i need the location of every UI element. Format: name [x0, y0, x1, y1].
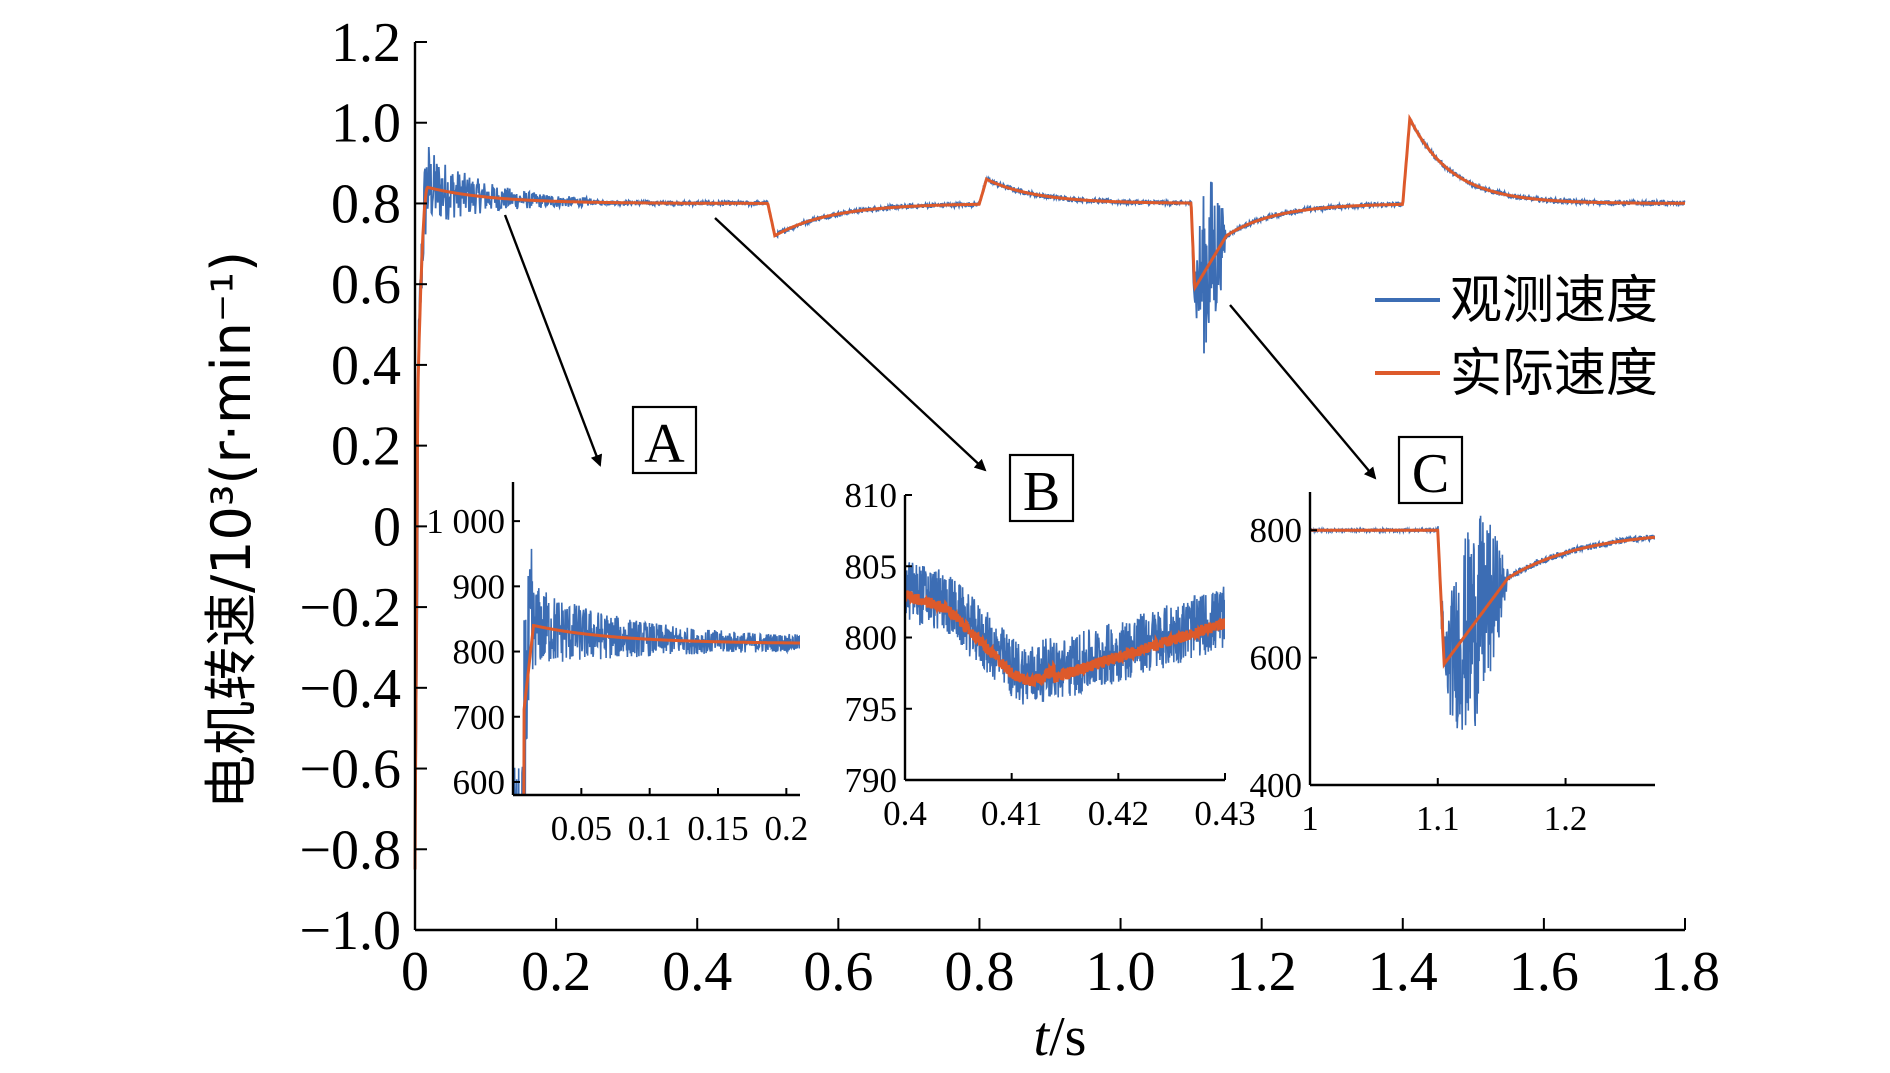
- y-tick-label: 0: [373, 496, 401, 558]
- inset-actual-line: [905, 590, 1225, 688]
- legend: 观测速度 实际速度: [1375, 271, 1658, 404]
- zoom-annotations: A B C: [503, 214, 1464, 523]
- x-axis-label: t/s: [1034, 1006, 1087, 1068]
- inset-y-tick-label: 400: [1250, 766, 1303, 805]
- legend-label-observed: 观测速度: [1450, 271, 1658, 331]
- inset-x-tick-label: 0.42: [1088, 794, 1149, 833]
- inset-y-tick-label: 800: [1250, 511, 1303, 550]
- x-tick-label: 0.4: [662, 941, 732, 1003]
- zoom-label-C: C: [1412, 443, 1449, 505]
- y-tick-label: 1.0: [331, 93, 401, 155]
- inset-x-tick-label: 1.1: [1416, 799, 1460, 838]
- y-tick-label: 0.4: [331, 335, 401, 397]
- inset-x-tick-label: 1.2: [1544, 799, 1588, 838]
- main-plot: −1.0 −0.8 −0.6 −0.4 −0.2 0 0.2 0.4 0.6 0.8 1.0 1.2 0…: [299, 12, 1720, 1003]
- arrow-B: [714, 217, 987, 472]
- y-axis-label: 电机转速/10³(r·min⁻¹): [200, 251, 263, 809]
- inset-y-tick-label: 600: [1250, 639, 1303, 678]
- y-tick-label: −1.0: [299, 900, 401, 962]
- inset-y-tick-label: 900: [453, 567, 506, 606]
- inset-y-tick-label: 800: [453, 633, 506, 672]
- inset-y-tick-label: 795: [845, 690, 898, 729]
- inset-y-tick-label: 790: [845, 761, 898, 800]
- x-tick-label: 0.8: [944, 941, 1014, 1003]
- x-tick-label: 0.2: [521, 941, 591, 1003]
- inset-x-tick-label: 1: [1301, 799, 1319, 838]
- y-tick-label: −0.8: [299, 819, 401, 881]
- y-tick-label: 0.6: [331, 254, 401, 316]
- x-tick-label: 1.6: [1509, 941, 1579, 1003]
- inset-y-tick-label: 805: [845, 547, 898, 586]
- x-tick-label: 0.6: [803, 941, 873, 1003]
- x-tick-label: 1.8: [1650, 941, 1720, 1003]
- zoom-box-A: [631, 405, 698, 475]
- inset-x-tick-label: 0.43: [1194, 794, 1255, 833]
- legend-label-actual: 实际速度: [1450, 344, 1658, 404]
- series-actual-line: [413, 113, 1685, 870]
- inset-C: 400 600 800 1 1.1 1.2: [1250, 492, 1655, 838]
- x-tick-label: 1.0: [1086, 941, 1156, 1003]
- inset-x-tick-label: 0.1: [628, 809, 672, 848]
- x-tick-label: 0: [401, 941, 429, 1003]
- arrow-A: [503, 214, 603, 467]
- y-tick-label: 1.2: [331, 12, 401, 74]
- inset-x-tick-label: 0.2: [764, 809, 808, 848]
- zoom-label-B: B: [1023, 461, 1060, 523]
- y-tick-label: 0.8: [331, 173, 401, 235]
- inset-B: 790 795 800 805 810 0.4 0.41 0.42 0.43: [845, 476, 1256, 833]
- inset-y-tick-label: 800: [845, 619, 898, 658]
- inset-y-tick-label: 700: [453, 698, 506, 737]
- y-tick-label: −0.2: [299, 577, 401, 639]
- inset-A: 600 700 800 900 1 000 0.05 0.1 0.15 0.2: [426, 482, 808, 848]
- arrow-C: [1229, 304, 1377, 480]
- inset-x-tick-label: 0.41: [981, 794, 1042, 833]
- inset-y-tick-label: 810: [845, 476, 898, 515]
- inset-y-tick-label: 600: [453, 763, 506, 802]
- inset-x-tick-label: 0.05: [551, 809, 612, 848]
- x-tick-label: 1.4: [1368, 941, 1438, 1003]
- inset-y-tick-label: 1 000: [426, 502, 505, 541]
- inset-x-tick-label: 0.15: [687, 809, 748, 848]
- zoom-label-A: A: [644, 413, 685, 475]
- y-tick-label: 0.2: [331, 416, 401, 478]
- y-tick-label: −0.6: [299, 739, 401, 801]
- inset-x-tick-label: 0.4: [883, 794, 927, 833]
- inset-actual-line: [522, 624, 800, 795]
- y-tick-label: −0.4: [299, 658, 401, 720]
- inset-actual-line: [1310, 528, 1655, 670]
- zoom-box-C: [1397, 435, 1464, 505]
- zoom-box-B: [1008, 453, 1075, 523]
- x-tick-label: 1.2: [1227, 941, 1297, 1003]
